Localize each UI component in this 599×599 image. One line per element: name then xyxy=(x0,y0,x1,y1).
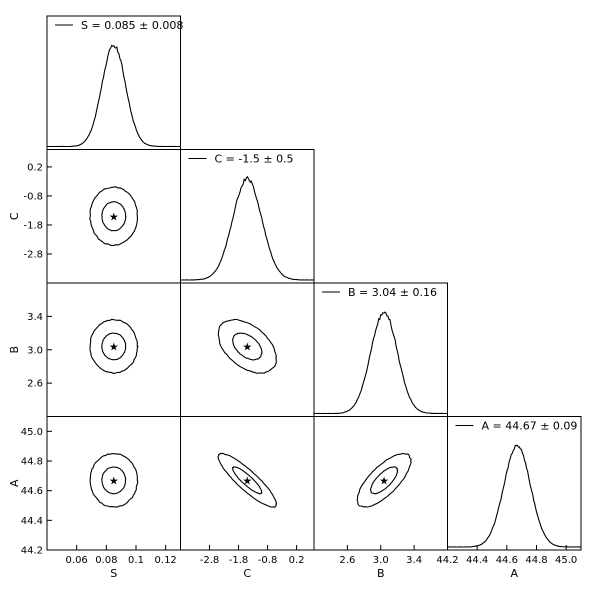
x-tick-label-S: 0.06 xyxy=(66,555,88,566)
x-axis-label-B: B xyxy=(377,567,385,580)
best-fit-marker-S-A: ★ xyxy=(109,474,119,487)
contour-1sigma-S-A xyxy=(101,466,127,495)
contour-2sigma-S-C xyxy=(89,186,138,247)
contour-1sigma-S-C xyxy=(101,201,127,232)
x-tick-label-S: 0.1 xyxy=(128,555,144,566)
panel-frame-C xyxy=(180,149,315,284)
y-tick-label-A: 44.8 xyxy=(21,457,43,468)
x-tick-label-A: 45.0 xyxy=(555,555,577,566)
x-tick-label-B: 3.4 xyxy=(406,555,422,566)
x-axis-label-C: C xyxy=(243,567,251,580)
x-tick-label-C: -1.8 xyxy=(229,555,249,566)
best-fit-marker-S-B: ★ xyxy=(109,340,119,353)
best-fit-marker-S-C: ★ xyxy=(109,210,119,223)
marginal-curve-S xyxy=(46,44,181,148)
best-fit-marker-C-A: ★ xyxy=(242,474,252,487)
contour-2sigma-S-B xyxy=(89,318,139,375)
contour-1sigma-C-B xyxy=(232,332,263,361)
x-tick-label-A: 44.8 xyxy=(525,555,547,566)
contour-1sigma-S-B xyxy=(101,332,127,361)
contour-1sigma-B-A xyxy=(370,466,399,495)
panel-frame-B xyxy=(313,282,448,417)
legend-label-C: C = -1.5 ± 0.5 xyxy=(215,153,294,166)
marginal-curve-B xyxy=(313,311,448,415)
contour-2sigma-C-A xyxy=(217,452,278,508)
y-tick-label-C: 0.2 xyxy=(27,162,43,173)
panel-frame-S xyxy=(46,15,181,150)
legend-label-B: B = 3.04 ± 0.16 xyxy=(348,286,437,299)
legend-label-A: A = 44.67 ± 0.09 xyxy=(482,420,578,433)
x-tick-label-B: 2.6 xyxy=(339,555,355,566)
x-tick-label-C: -0.8 xyxy=(258,555,278,566)
x-tick-label-S: 0.12 xyxy=(155,555,177,566)
y-tick-label-C: -0.8 xyxy=(23,191,43,202)
y-tick-label-C: -1.8 xyxy=(23,220,43,231)
y-axis-label-A: A xyxy=(8,479,21,487)
y-tick-label-B: 2.6 xyxy=(27,379,43,390)
x-tick-label-B: 3.0 xyxy=(373,555,389,566)
y-tick-label-A: 44.4 xyxy=(21,516,43,527)
contour-2sigma-C-B xyxy=(217,318,277,374)
x-tick-label-A: 44.2 xyxy=(436,555,458,566)
x-tick-label-C: 0.2 xyxy=(289,555,305,566)
marginal-curve-C xyxy=(180,175,315,281)
marginal-curve-A xyxy=(447,444,582,548)
x-tick-label-C: -2.8 xyxy=(200,555,220,566)
contour-1sigma-C-A xyxy=(232,466,263,495)
y-axis-label-B: B xyxy=(8,346,21,354)
panel-frame-A xyxy=(447,416,582,551)
y-tick-label-A: 44.2 xyxy=(21,546,43,557)
y-tick-label-B: 3.0 xyxy=(27,345,43,356)
x-axis-label-S: S xyxy=(110,567,117,580)
y-axis-label-C: C xyxy=(8,212,21,220)
contour-2sigma-B-A xyxy=(356,452,412,508)
y-tick-label-A: 44.6 xyxy=(21,486,43,497)
y-tick-label-C: -2.8 xyxy=(23,249,43,260)
x-tick-label-S: 0.08 xyxy=(95,555,117,566)
y-tick-label-A: 45.0 xyxy=(21,427,43,438)
contour-2sigma-S-A xyxy=(89,453,139,508)
x-tick-label-A: 44.4 xyxy=(466,555,488,566)
y-tick-label-B: 3.4 xyxy=(27,312,43,323)
best-fit-marker-B-A: ★ xyxy=(379,474,389,487)
x-tick-label-A: 44.6 xyxy=(496,555,518,566)
legend-label-S: S = 0.085 ± 0.008 xyxy=(81,19,183,32)
best-fit-marker-C-B: ★ xyxy=(242,340,252,353)
x-axis-label-A: A xyxy=(510,567,518,580)
